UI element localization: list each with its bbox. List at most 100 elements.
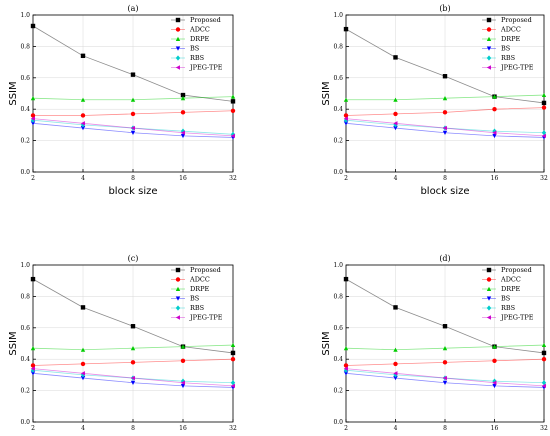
- data-point: [541, 130, 547, 136]
- y-tick-label: 0.8: [333, 293, 343, 300]
- legend-marker: [486, 46, 492, 51]
- data-point: [442, 125, 447, 131]
- legend-label: BS: [190, 295, 199, 303]
- legend-label: RBS: [190, 54, 204, 62]
- data-point: [492, 383, 497, 389]
- legend-label: DRPE: [190, 35, 209, 43]
- legend-marker: [175, 17, 181, 23]
- data-point: [343, 346, 349, 351]
- x-tick-label: 8: [443, 175, 447, 182]
- y-tick-label: 1.0: [333, 12, 343, 19]
- legend-label: ADCC: [500, 276, 521, 284]
- data-point: [30, 113, 36, 118]
- data-point: [541, 92, 547, 98]
- x-tick-label: 2: [31, 425, 35, 432]
- legend-label: BS: [501, 295, 510, 303]
- data-point: [442, 110, 448, 115]
- data-point: [180, 128, 186, 134]
- data-point: [393, 371, 398, 376]
- y-tick-label: 1.0: [333, 262, 343, 269]
- data-point: [230, 131, 236, 137]
- x-axis-label: block size: [420, 186, 469, 197]
- x-tick-label: 8: [131, 425, 135, 432]
- data-point: [80, 361, 86, 367]
- y-tick-label: 0.4: [333, 106, 343, 113]
- data-point: [492, 94, 497, 99]
- chart-panel: 2 4 8 16 32 0.0 0.2 0.4 0.6 0.8 1.0 (a) block size SS…: [8, 4, 237, 197]
- data-point: [30, 96, 36, 101]
- data-point: [343, 113, 349, 118]
- legend-label: BS: [190, 45, 199, 53]
- x-tick-label: 2: [31, 175, 35, 182]
- data-point: [541, 100, 547, 106]
- x-tick-label: 4: [394, 425, 398, 432]
- y-axis-label: SSIM: [8, 81, 19, 105]
- y-tick-label: 0.6: [333, 75, 343, 82]
- data-point: [130, 324, 136, 329]
- legend-marker: [175, 296, 181, 301]
- y-tick-label: 0.8: [333, 43, 343, 50]
- legend-marker: [486, 65, 491, 70]
- data-point: [130, 360, 136, 365]
- chart-title: (c): [128, 254, 139, 263]
- y-axis-label: SSIM: [321, 81, 332, 105]
- data-point: [30, 371, 36, 376]
- data-point: [492, 107, 497, 112]
- x-tick-label: 2: [344, 425, 348, 432]
- x-tick-label: 4: [394, 175, 398, 182]
- data-point: [541, 383, 546, 389]
- x-tick-label: 32: [540, 425, 548, 432]
- data-point: [30, 276, 36, 282]
- x-tick-label: 32: [229, 175, 237, 182]
- data-point: [230, 342, 236, 348]
- legend-label: DRPE: [501, 35, 520, 43]
- data-point: [343, 97, 349, 102]
- y-tick-label: 0.2: [333, 388, 343, 395]
- legend-marker: [175, 46, 181, 51]
- data-point: [30, 346, 36, 351]
- data-point: [180, 383, 186, 389]
- data-point: [393, 121, 398, 126]
- legend-marker: [175, 286, 181, 291]
- data-point: [80, 371, 85, 376]
- legend-marker: [486, 277, 492, 282]
- data-point: [541, 133, 546, 139]
- data-point: [343, 363, 349, 368]
- legend-label: JPEG-TPE: [500, 64, 534, 72]
- y-tick-label: 0.4: [333, 356, 343, 363]
- legend-label: ADCC: [500, 26, 521, 34]
- x-tick-label: 4: [81, 175, 85, 182]
- data-point: [230, 108, 236, 113]
- x-tick-label: 16: [491, 175, 499, 182]
- data-point: [230, 133, 235, 139]
- y-tick-label: 0.0: [20, 419, 30, 426]
- legend-label: Proposed: [190, 266, 221, 274]
- data-point: [180, 92, 186, 98]
- legend-label: Proposed: [501, 266, 532, 274]
- data-point: [130, 375, 135, 381]
- y-tick-label: 0.0: [20, 169, 30, 176]
- data-point: [80, 113, 86, 118]
- legend-label: JPEG-TPE: [189, 64, 223, 72]
- data-point: [442, 324, 448, 329]
- y-tick-label: 0.2: [333, 138, 343, 145]
- legend-label: ADCC: [189, 26, 210, 34]
- data-point: [130, 111, 136, 117]
- data-point: [393, 97, 398, 102]
- legend-label: RBS: [190, 304, 204, 312]
- data-point: [30, 23, 36, 29]
- data-point: [541, 380, 547, 386]
- data-point: [492, 133, 497, 139]
- y-tick-label: 0.6: [20, 75, 30, 82]
- data-point: [80, 97, 86, 102]
- data-point: [30, 121, 36, 126]
- data-point: [442, 130, 448, 135]
- legend-marker: [175, 55, 181, 61]
- data-point: [541, 105, 547, 110]
- data-point: [442, 375, 447, 381]
- chart-title: (a): [127, 4, 138, 13]
- y-tick-label: 1.0: [20, 12, 30, 19]
- data-point: [130, 97, 136, 102]
